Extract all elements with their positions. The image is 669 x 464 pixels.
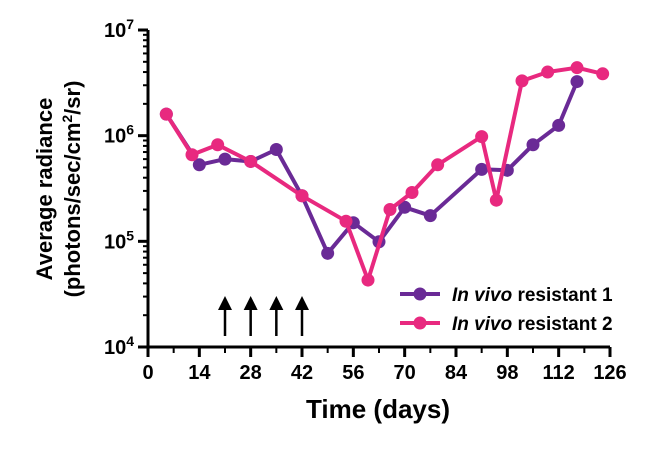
x-tick-label: 42 xyxy=(291,362,313,384)
legend-marker xyxy=(413,287,427,301)
data-point xyxy=(244,154,258,168)
treatment-arrows xyxy=(218,296,309,336)
y-tick-exponent: 6 xyxy=(126,122,134,138)
y-tick-base: 10 xyxy=(104,337,126,359)
legend-label-rest: resistant 2 xyxy=(512,314,612,335)
y-unit-part-1: (photons/sec/cm xyxy=(60,123,85,298)
y-tick-base: 10 xyxy=(104,231,126,253)
data-point xyxy=(218,152,232,166)
data-point xyxy=(295,189,309,203)
arrow-head xyxy=(218,296,232,310)
x-tick-label: 28 xyxy=(240,362,262,384)
data-point xyxy=(269,142,283,156)
data-point xyxy=(431,158,445,172)
x-tick-label: 56 xyxy=(342,362,364,384)
data-point xyxy=(552,118,566,132)
x-axis-label: Time (days) xyxy=(306,394,450,424)
y-tick-base: 10 xyxy=(104,20,126,42)
data-point xyxy=(489,193,503,207)
data-point xyxy=(211,138,225,152)
axes xyxy=(138,28,612,357)
legend-label: In vivo resistant 1 xyxy=(452,285,613,306)
x-tick-label: 126 xyxy=(593,362,626,384)
y-axis-label: Average radiance xyxy=(32,98,57,281)
x-tick-label: 14 xyxy=(188,362,211,384)
data-point xyxy=(185,148,199,162)
arrow-head xyxy=(295,296,309,310)
treatment-arrow xyxy=(243,296,258,336)
y-tick-exponent: 5 xyxy=(126,227,134,243)
series-line xyxy=(164,65,604,283)
y-unit-part-2: /sr) xyxy=(60,81,85,115)
y-tick-label: 107 xyxy=(104,16,134,42)
data-point xyxy=(321,246,335,260)
y-tick-exponent: 7 xyxy=(126,16,134,32)
data-point xyxy=(398,200,412,214)
treatment-arrow xyxy=(218,296,232,336)
data-point xyxy=(423,209,437,223)
x-tick-label: 112 xyxy=(543,362,575,384)
legend-marker xyxy=(413,316,427,330)
series-1 xyxy=(159,75,584,260)
legend-label-italic: In vivo xyxy=(452,314,512,335)
data-point xyxy=(475,130,489,144)
y-unit-superscript: 2 xyxy=(59,115,75,123)
data-point xyxy=(515,74,529,88)
data-point xyxy=(361,273,375,287)
data-point xyxy=(383,203,397,217)
series-layer xyxy=(159,61,610,287)
series-2 xyxy=(159,61,610,287)
data-point xyxy=(339,214,353,228)
treatment-arrow xyxy=(295,296,309,336)
legend-item-1: In vivo resistant 1 xyxy=(400,285,613,306)
data-point xyxy=(570,61,584,75)
data-point xyxy=(159,107,173,121)
x-tick-label: 0 xyxy=(142,362,153,384)
legend: In vivo resistant 1In vivo resistant 2 xyxy=(400,285,613,335)
data-point xyxy=(475,162,489,176)
y-tick-base: 10 xyxy=(104,126,126,148)
data-point xyxy=(405,185,419,199)
y-tick-label: 106 xyxy=(104,122,134,148)
y-tick-label: 105 xyxy=(104,227,134,253)
treatment-arrow xyxy=(269,296,284,336)
data-point xyxy=(526,138,540,152)
legend-label: In vivo resistant 2 xyxy=(452,314,613,335)
arrow-head xyxy=(243,296,258,310)
series-line xyxy=(164,80,579,256)
data-point xyxy=(192,158,206,172)
x-tick-label: 98 xyxy=(496,362,518,384)
legend-label-rest: resistant 1 xyxy=(512,285,613,306)
legend-label-italic: In vivo xyxy=(452,285,512,306)
y-tick-exponent: 4 xyxy=(126,333,134,349)
data-point xyxy=(596,67,610,81)
y-axis-label-units: (photons/sec/cm2/sr) xyxy=(59,81,85,298)
y-tick-label: 104 xyxy=(104,333,134,359)
x-tick-label: 70 xyxy=(394,362,416,384)
data-point xyxy=(541,65,555,79)
x-tick-label: 84 xyxy=(445,362,468,384)
legend-item-2: In vivo resistant 2 xyxy=(400,314,613,335)
arrow-head xyxy=(269,296,284,310)
data-point xyxy=(570,75,584,89)
